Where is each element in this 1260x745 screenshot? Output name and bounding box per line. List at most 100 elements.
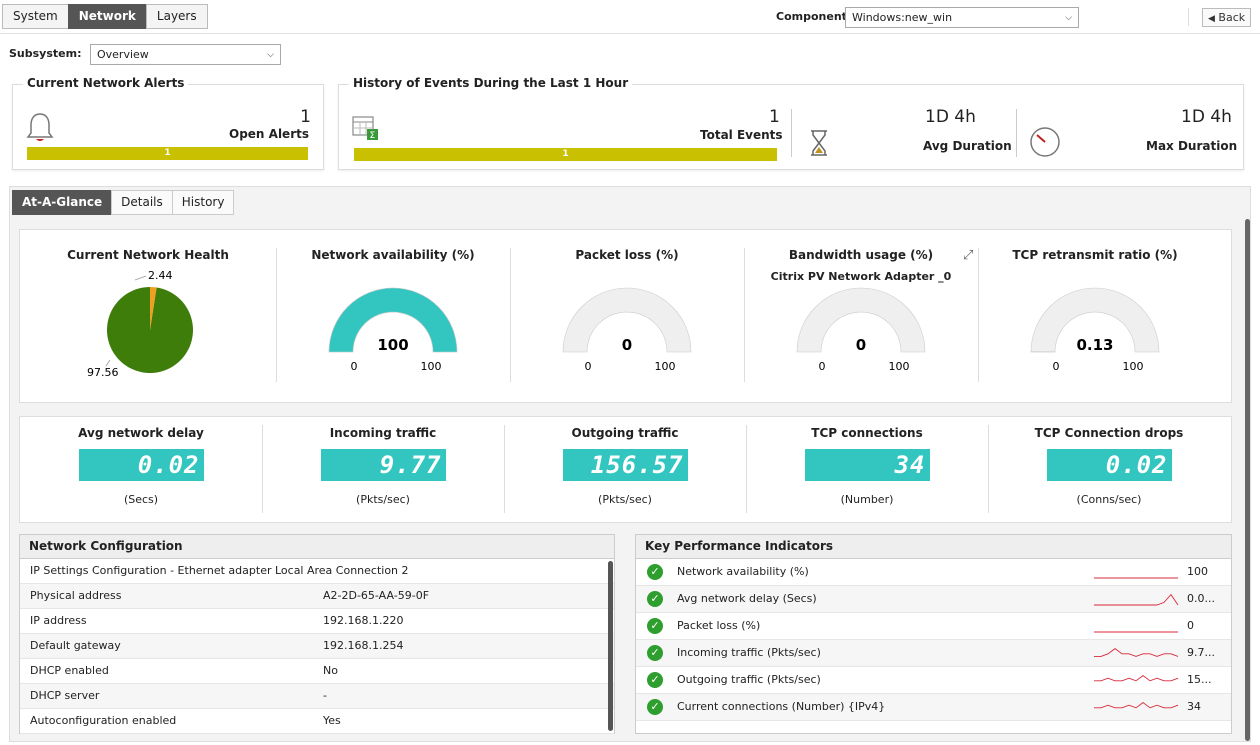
digital-value[interactable]: 34	[804, 449, 930, 481]
table-row: Default gateway 192.168.1.254	[20, 634, 614, 659]
sub-tabs: At-A-Glance Details History	[12, 190, 235, 215]
kpi-sparkline	[1094, 702, 1179, 709]
toolbar-divider	[1188, 8, 1189, 26]
component-select[interactable]: Windows:new_win ⌵	[845, 7, 1079, 28]
gauge[interactable]: 0 0 100	[744, 286, 978, 376]
digital-cell: TCP connections 34 (Number)	[746, 417, 988, 522]
top-bar: System Network Layers Component Windows:…	[0, 0, 1260, 34]
check-icon: ✓	[647, 699, 663, 715]
config-key: IP address	[30, 614, 87, 627]
digital-unit: (Number)	[840, 493, 894, 506]
digital-value[interactable]: 0.02	[1046, 449, 1172, 481]
digital-value[interactable]: 156.57	[562, 449, 688, 481]
kpi-sparkline	[1094, 648, 1179, 657]
tab-system[interactable]: System	[2, 4, 69, 29]
tab-history[interactable]: History	[171, 190, 235, 215]
tab-layers[interactable]: Layers	[145, 4, 208, 29]
divider	[510, 248, 511, 382]
kpi-name: Network availability (%)	[677, 565, 809, 578]
gauge[interactable]: 0.13 0 100	[978, 286, 1212, 376]
total-events-bar[interactable]: 1	[354, 148, 777, 161]
svg-text:Σ: Σ	[370, 131, 376, 141]
avg-duration-label: Avg Duration	[923, 139, 1012, 153]
gauge[interactable]: 100 0 100	[276, 286, 510, 376]
config-value: -	[323, 689, 327, 702]
divider	[276, 248, 277, 382]
gauge-min-label: 0	[1053, 360, 1060, 373]
gauge-min-label: 0	[585, 360, 592, 373]
network-health-pie[interactable]: 2.44 97.56	[20, 268, 276, 388]
kpi-value: 9.7...	[1187, 646, 1215, 659]
table-row: Autoconfiguration enabled Yes	[20, 709, 614, 734]
sparkline-series	[1094, 702, 1179, 709]
kpi-value: 0	[1187, 619, 1194, 632]
pie-slice-other[interactable]	[150, 287, 157, 330]
gauge-fill	[328, 287, 458, 353]
history-panel: History of Events During the Last 1 Hour…	[338, 76, 1244, 170]
gauge-cell: Bandwidth usage (%) Citrix PV Network Ad…	[744, 230, 978, 400]
kpi-name: Packet loss (%)	[677, 619, 761, 632]
network-config-panel: Network Configuration IP Settings Config…	[19, 534, 615, 734]
kpi-row[interactable]: ✓ Packet loss (%) 0	[636, 613, 1231, 640]
kpi-title: Key Performance Indicators	[636, 535, 1231, 559]
gauge-track	[796, 287, 926, 353]
kpi-value: 34	[1187, 700, 1201, 713]
config-key: Physical address	[30, 589, 122, 602]
network-config-caption: IP Settings Configuration - Ethernet ada…	[20, 559, 614, 584]
gauge-subtitle: Citrix PV Network Adapter _0	[770, 270, 952, 283]
kpi-row[interactable]: ✓ Outgoing traffic (Pkts/sec) 15...	[636, 667, 1231, 694]
digital-unit: (Conns/sec)	[1076, 493, 1142, 506]
kpi-value: 0.0...	[1187, 592, 1215, 605]
divider	[988, 425, 989, 513]
max-duration-label: Max Duration	[1146, 139, 1238, 153]
subsystem-select[interactable]: Overview ⌵	[90, 44, 281, 65]
kpi-sparkline	[1094, 675, 1179, 682]
table-scrollbar[interactable]	[608, 561, 613, 731]
digital-panel: Avg network delay 0.02 (Secs) Incoming tr…	[19, 416, 1232, 523]
check-icon: ✓	[647, 591, 663, 607]
config-value: No	[323, 664, 338, 677]
subsystem-value: Overview	[97, 48, 149, 61]
network-config-title: Network Configuration	[20, 535, 614, 559]
hourglass-icon	[811, 130, 827, 156]
kpi-row[interactable]: ✓ Incoming traffic (Pkts/sec) 9.7...	[636, 640, 1231, 667]
main-content: At-A-Glance Details History Current Netw…	[9, 186, 1251, 742]
stopwatch-icon	[1030, 127, 1060, 157]
gauge-max-label: 100	[655, 360, 676, 373]
tab-details[interactable]: Details	[111, 190, 173, 215]
tab-network[interactable]: Network	[67, 4, 147, 29]
gauges-panel: Current Network Health 2.44 97.56 Networ…	[19, 229, 1232, 403]
digital-cell: Avg network delay 0.02 (Secs)	[20, 417, 262, 522]
expand-icon[interactable]: ⤢	[963, 248, 974, 263]
open-alerts-count[interactable]: 1	[300, 107, 311, 127]
digital-title: Incoming traffic	[329, 426, 437, 440]
config-key: DHCP enabled	[30, 664, 109, 677]
divider	[744, 248, 745, 382]
gauge[interactable]: 0 0 100	[510, 286, 744, 376]
digital-title: Outgoing traffic	[571, 426, 679, 440]
gauge-track	[562, 287, 692, 353]
back-button[interactable]: ◀ Back	[1202, 8, 1251, 27]
open-alerts-bar[interactable]: 1	[27, 147, 308, 160]
digital-title: TCP Connection drops	[1034, 426, 1184, 440]
kpi-row[interactable]: ✓ Avg network delay (Secs) 0.0...	[636, 586, 1231, 613]
gauge-value: 0	[622, 336, 632, 354]
total-events-count[interactable]: 1	[769, 107, 780, 127]
digital-title: Avg network delay	[78, 426, 204, 440]
alerts-title: Current Network Alerts	[23, 76, 189, 90]
kpi-panel: Key Performance Indicators ✓ Network ava…	[635, 534, 1232, 734]
tab-at-a-glance[interactable]: At-A-Glance	[12, 190, 113, 215]
bell-icon	[26, 113, 54, 141]
vertical-scrollbar[interactable]	[1245, 219, 1250, 741]
digital-value[interactable]: 9.77	[320, 449, 446, 481]
digital-value[interactable]: 0.02	[78, 449, 204, 481]
digital-unit: (Pkts/sec)	[356, 493, 410, 506]
gauge-title: Network availability (%)	[311, 248, 475, 262]
kpi-row[interactable]: ✓ Current connections (Number) {IPv4} 34	[636, 694, 1231, 721]
divider	[978, 248, 979, 382]
check-icon: ✓	[647, 672, 663, 688]
kpi-row[interactable]: ✓ Network availability (%) 100	[636, 559, 1231, 586]
config-key: Autoconfiguration enabled	[30, 714, 177, 727]
gauge-title: Packet loss (%)	[575, 248, 679, 262]
gauge-cell: TCP retransmit ratio (%) 0.13 0 100	[978, 230, 1212, 400]
